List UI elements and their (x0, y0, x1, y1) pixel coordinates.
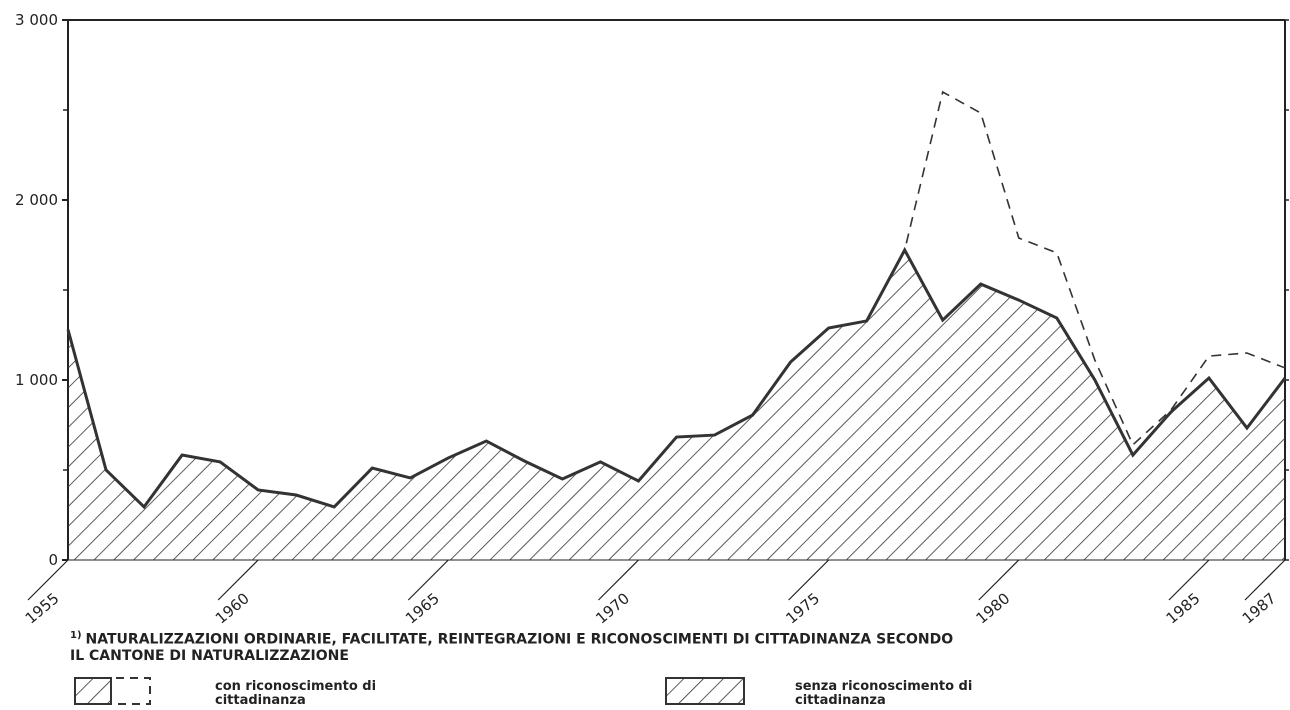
legend-label: senza riconoscimento di cittadinanza (795, 679, 973, 708)
x-tick (27, 559, 69, 601)
x-tick-label: 1955 (22, 589, 63, 625)
footnote-text: NATURALIZZAZIONI ORDINARIE, FACILITATE, … (70, 631, 954, 664)
chart: 0 1 000 2 000 3 000 1955 1960 1965 1970 1975 1980… (15, 11, 1289, 625)
y-tick-label: 1 000 (15, 371, 58, 389)
x-tick (1244, 559, 1286, 601)
y-tick-label: 3 000 (15, 11, 58, 29)
y-tick-label: 2 000 (15, 191, 58, 209)
series-line (66, 246, 1287, 510)
x-tick-label: 1970 (592, 589, 633, 625)
area-fill (68, 250, 1285, 561)
footnote-marker: 1) (70, 630, 82, 641)
x-tick (217, 559, 259, 601)
legend-swatch-senza (665, 677, 745, 705)
x-tick-label: 1987 (1239, 589, 1280, 625)
x-tick-label: 1985 (1163, 589, 1204, 625)
x-tick (1168, 559, 1210, 601)
x-tick (407, 559, 449, 601)
x-tick-label: 1975 (782, 589, 823, 625)
x-tick-label: 1960 (212, 589, 253, 625)
footnote: 1) NATURALIZZAZIONI ORDINARIE, FACILITATE… (70, 628, 970, 664)
legend-swatch-con (74, 677, 151, 705)
x-tick (598, 559, 639, 601)
x-tick (788, 559, 830, 601)
x-tick (978, 559, 1020, 601)
x-tick-label: 1980 (973, 589, 1014, 625)
legend-label: con riconoscimento di cittadinanza (215, 679, 377, 708)
y-tick-label: 0 (48, 551, 58, 569)
x-tick-label: 1965 (402, 589, 443, 625)
